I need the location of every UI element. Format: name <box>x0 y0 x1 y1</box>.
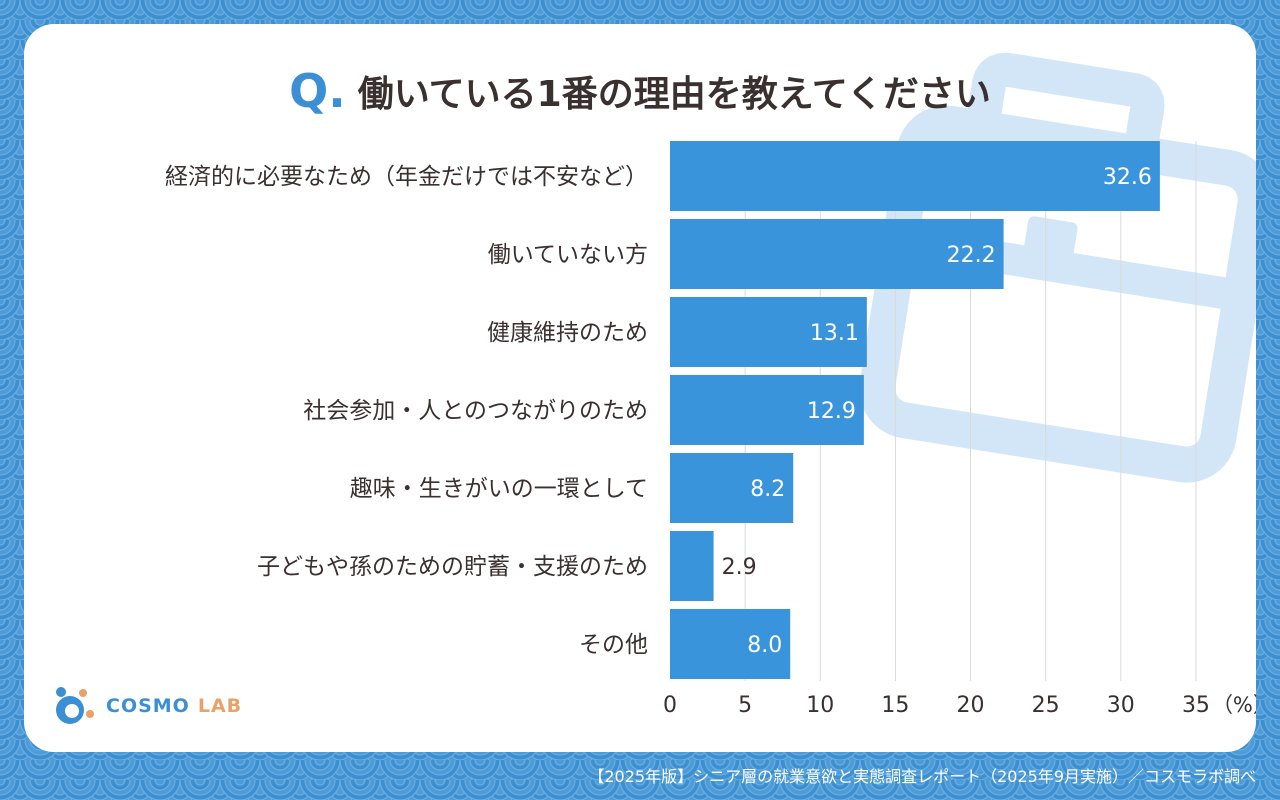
question-mark-label: Q. <box>289 64 346 118</box>
x-tick-label: 5 <box>738 693 752 718</box>
x-tick-label: 35 <box>1182 693 1210 718</box>
value-label: 13.1 <box>810 321 859 346</box>
value-label: 32.6 <box>1103 165 1152 190</box>
value-label: 8.0 <box>747 633 782 658</box>
bar-chart: 経済的に必要なため（年金だけでは不安など） 働いていない方健康維持のため社会参加・… <box>165 52 1256 718</box>
category-label: その他 <box>579 632 648 658</box>
bar <box>670 297 867 367</box>
category-label: 働いていない方 <box>488 242 648 268</box>
value-label: 8.2 <box>750 477 785 502</box>
x-unit-label: （%） <box>1212 693 1256 717</box>
x-tick-label: 0 <box>663 693 677 718</box>
x-tick-label: 15 <box>881 693 909 718</box>
x-tick-label: 25 <box>1032 693 1060 718</box>
value-label: 12.9 <box>807 399 856 424</box>
bar <box>670 531 714 601</box>
source-footer: 【2025年版】シニア層の就業意欲と実態調査レポート（2025年9月実施）／コス… <box>588 767 1256 786</box>
logo-word-lab: LAB <box>197 695 243 717</box>
title-text: 働いている1番の理由を教えてください <box>357 74 991 115</box>
logo-text: COSMO LAB <box>106 695 242 717</box>
bar <box>670 375 864 445</box>
chart-title: Q. 働いている1番の理由を教えてください <box>24 64 1256 118</box>
logo-mark-icon <box>56 687 94 724</box>
x-tick-label: 30 <box>1107 693 1135 718</box>
category-label: 趣味・生きがいの一環として <box>350 476 648 502</box>
bar <box>670 141 1160 211</box>
x-tick-label: 20 <box>957 693 985 718</box>
bar <box>670 609 791 679</box>
category-label: 子どもや孫のための貯蓄・支援のため <box>257 554 648 580</box>
chart-card: 経済的に必要なため（年金だけでは不安など） 働いていない方 健康維持のため社会参加・… <box>24 24 1256 752</box>
category-label: 健康維持のため <box>487 320 648 346</box>
value-label: 2.9 <box>722 555 757 580</box>
cosmo-lab-logo: COSMO LAB <box>50 684 242 728</box>
x-tick-label: 10 <box>806 693 834 718</box>
bar <box>670 453 794 523</box>
value-label: 22.2 <box>947 243 996 268</box>
bar <box>670 219 1004 289</box>
category-label: 社会参加・人とのつながりのため <box>303 398 648 424</box>
category-label: 経済的に必要なため（年金だけでは不安など） <box>165 164 648 190</box>
logo-word-cosmo: COSMO <box>106 695 190 717</box>
